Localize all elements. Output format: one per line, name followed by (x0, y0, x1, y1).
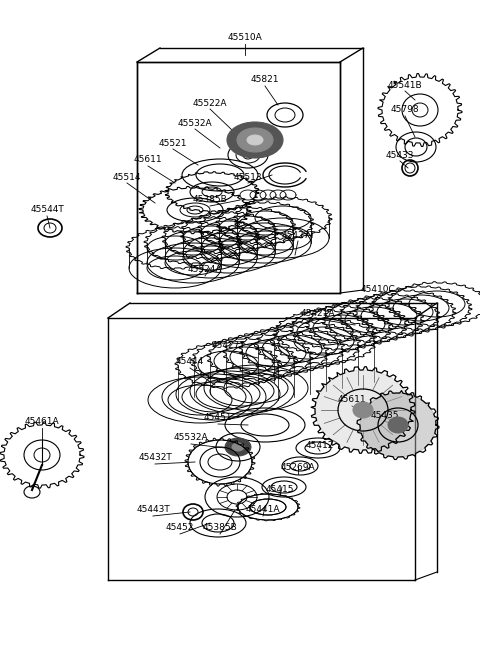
Ellipse shape (353, 402, 373, 418)
Text: 45513: 45513 (234, 173, 262, 182)
Ellipse shape (227, 122, 283, 158)
Text: 45532A: 45532A (178, 119, 212, 127)
Text: 45415: 45415 (266, 485, 294, 495)
Text: 45443T: 45443T (136, 506, 170, 514)
Text: 45532A: 45532A (174, 434, 208, 443)
Text: 45432T: 45432T (138, 453, 172, 462)
Ellipse shape (232, 443, 244, 451)
Text: 45427T: 45427T (281, 230, 315, 239)
Text: 45451: 45451 (204, 413, 232, 422)
Text: 45385B: 45385B (192, 195, 228, 205)
Text: 45524A: 45524A (188, 266, 222, 274)
Text: 45452: 45452 (166, 523, 194, 533)
Text: 45433: 45433 (386, 150, 414, 159)
Text: 45444: 45444 (176, 358, 204, 367)
Text: 45461A: 45461A (24, 417, 60, 426)
Text: 45522A: 45522A (193, 98, 227, 108)
Text: 45510A: 45510A (228, 33, 263, 43)
Text: 45269A: 45269A (281, 464, 315, 472)
Polygon shape (360, 393, 436, 457)
Text: 45435: 45435 (371, 411, 399, 419)
Text: 45421A: 45421A (301, 308, 335, 318)
Text: 45821: 45821 (251, 75, 279, 85)
Text: 45385B: 45385B (203, 523, 238, 533)
Text: 45427T: 45427T (211, 340, 245, 350)
Ellipse shape (247, 135, 263, 145)
Ellipse shape (225, 438, 251, 456)
Polygon shape (315, 370, 411, 450)
Text: 45441A: 45441A (246, 506, 280, 514)
Text: 45611: 45611 (134, 155, 162, 165)
Text: 45410C: 45410C (360, 285, 396, 295)
Ellipse shape (237, 128, 273, 152)
Text: 45514: 45514 (113, 173, 141, 182)
Ellipse shape (388, 417, 408, 433)
Text: 45611: 45611 (338, 396, 366, 405)
Text: 45521: 45521 (159, 138, 187, 148)
Text: 45412: 45412 (306, 440, 334, 449)
Text: 45798: 45798 (391, 106, 420, 115)
Text: 45544T: 45544T (30, 205, 64, 215)
Text: 45541B: 45541B (388, 81, 422, 89)
